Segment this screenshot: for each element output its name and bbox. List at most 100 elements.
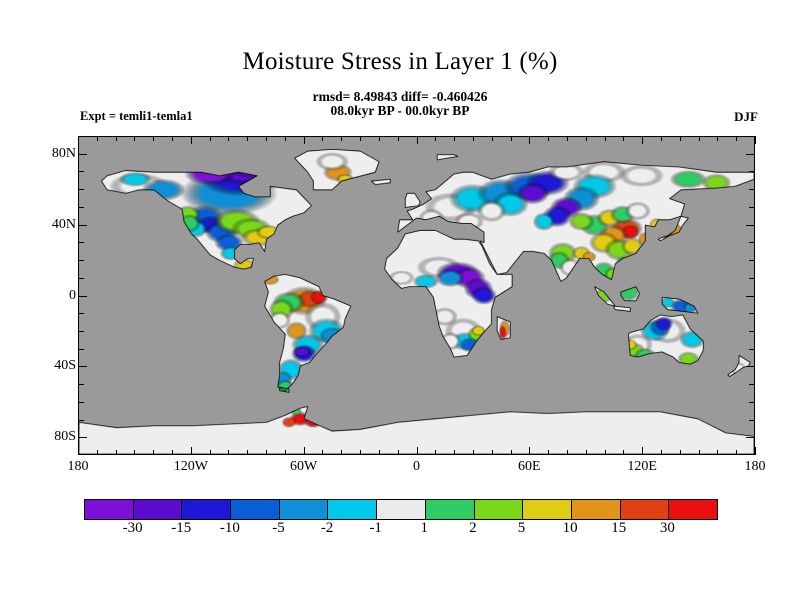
x-tick [623, 450, 624, 455]
y-tick [79, 278, 84, 279]
x-tick [511, 450, 512, 455]
y-tick [746, 366, 754, 367]
y-tick [746, 296, 754, 297]
y-tick [749, 242, 754, 243]
x-tick [360, 136, 361, 141]
x-tick [529, 447, 530, 455]
x-tick [417, 447, 418, 455]
colorbar-tick-label: 1 [420, 520, 429, 536]
x-axis-label: 120E [627, 459, 657, 474]
x-tick [680, 136, 681, 141]
colorbar-segment [327, 500, 377, 519]
x-tick [623, 136, 624, 141]
y-tick [79, 154, 87, 155]
x-tick [605, 450, 606, 455]
y-axis-label: 0 [69, 287, 76, 303]
colorbar-tick-label: 5 [517, 520, 526, 536]
y-tick [746, 225, 754, 226]
x-tick [548, 136, 549, 141]
x-tick [398, 136, 399, 141]
y-tick [749, 189, 754, 190]
y-tick [749, 278, 754, 279]
x-tick [548, 450, 549, 455]
colorbar-tick-label: -2 [320, 520, 334, 536]
x-tick [341, 136, 342, 141]
x-tick [322, 136, 323, 141]
period-annotation: 08.0kyr BP - 00.0kyr BP [330, 103, 470, 118]
colorbar-tick-label: 30 [659, 520, 675, 536]
x-tick [266, 136, 267, 141]
y-tick [79, 402, 84, 403]
x-tick [398, 450, 399, 455]
y-tick [749, 171, 754, 172]
x-axis-label: 0 [413, 459, 420, 474]
y-axis-label: 80S [54, 429, 76, 445]
colorbar-tick-label: -10 [219, 520, 240, 536]
y-tick [79, 366, 87, 367]
x-tick [153, 450, 154, 455]
colorbar-tick-label: 10 [562, 520, 578, 536]
y-tick [79, 437, 87, 438]
experiment-label: Expt = temli1-temla1 [80, 109, 193, 123]
y-tick [79, 260, 84, 261]
y-axis-label: 40N [51, 216, 76, 232]
colorbar-segment [619, 500, 669, 519]
y-tick [79, 207, 84, 208]
x-tick [379, 450, 380, 455]
x-tick [304, 447, 305, 455]
colorbar-segment [424, 500, 474, 519]
global-anomaly-map [79, 137, 754, 454]
x-tick [210, 136, 211, 141]
x-tick [717, 450, 718, 455]
x-tick [586, 136, 587, 141]
y-tick [79, 384, 84, 385]
x-tick [717, 136, 718, 141]
x-tick [97, 136, 98, 141]
x-tick [210, 450, 211, 455]
colorbar-segment [376, 500, 425, 519]
x-tick [567, 450, 568, 455]
y-tick [79, 171, 84, 172]
x-tick [116, 136, 117, 141]
colorbar-tick-label: 15 [611, 520, 627, 536]
x-tick [228, 450, 229, 455]
x-tick [417, 136, 418, 144]
x-tick [755, 136, 756, 144]
colorbar-tick-label: -15 [171, 520, 192, 536]
x-tick [435, 136, 436, 141]
x-axis-label: 180 [67, 459, 89, 474]
x-tick [454, 450, 455, 455]
colorbar-segment [473, 500, 523, 519]
y-tick [749, 420, 754, 421]
x-tick [116, 450, 117, 455]
x-tick [755, 447, 756, 455]
colorbar-tick-label: -1 [369, 520, 382, 536]
x-tick [680, 450, 681, 455]
x-axis-label: 60W [290, 459, 318, 474]
x-tick [341, 450, 342, 455]
y-tick [749, 313, 754, 314]
y-tick [749, 331, 754, 332]
y-tick [749, 349, 754, 350]
x-tick [360, 450, 361, 455]
x-tick [228, 136, 229, 141]
y-tick [79, 189, 84, 190]
x-tick [642, 447, 643, 455]
x-tick [736, 450, 737, 455]
x-tick [285, 136, 286, 141]
y-tick [749, 384, 754, 385]
x-axis-label: 180 [744, 459, 766, 474]
x-tick [661, 450, 662, 455]
x-tick [78, 136, 79, 144]
x-tick [435, 450, 436, 455]
x-tick [97, 450, 98, 455]
x-tick [134, 450, 135, 455]
x-tick [605, 136, 606, 141]
map-plot-area [78, 136, 755, 455]
x-tick [492, 450, 493, 455]
x-tick [473, 136, 474, 141]
x-tick [247, 136, 248, 141]
colorbar-segment [570, 500, 620, 519]
x-tick [172, 136, 173, 141]
y-tick [746, 437, 754, 438]
